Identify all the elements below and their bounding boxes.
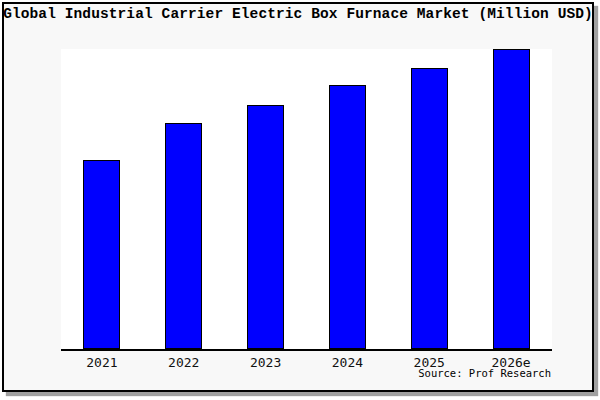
bar-2022 <box>165 123 202 349</box>
bar-2021 <box>83 160 120 349</box>
x-tick-label-2024: 2024 <box>307 355 389 370</box>
source-credit: Source: Prof Research <box>418 367 551 379</box>
plot-area <box>61 49 552 351</box>
x-tick-label-2021: 2021 <box>61 355 143 370</box>
x-tick-label-2022: 2022 <box>143 355 225 370</box>
chart-image: Global Industrial Carrier Electric Box F… <box>0 0 600 400</box>
bar-2026e <box>493 49 530 349</box>
bar-2023 <box>247 105 284 349</box>
chart-frame: Global Industrial Carrier Electric Box F… <box>2 2 594 392</box>
chart-title: Global Industrial Carrier Electric Box F… <box>3 6 593 22</box>
x-tick-label-2023: 2023 <box>225 355 307 370</box>
bar-2025 <box>411 68 448 349</box>
bar-2024 <box>329 85 366 349</box>
